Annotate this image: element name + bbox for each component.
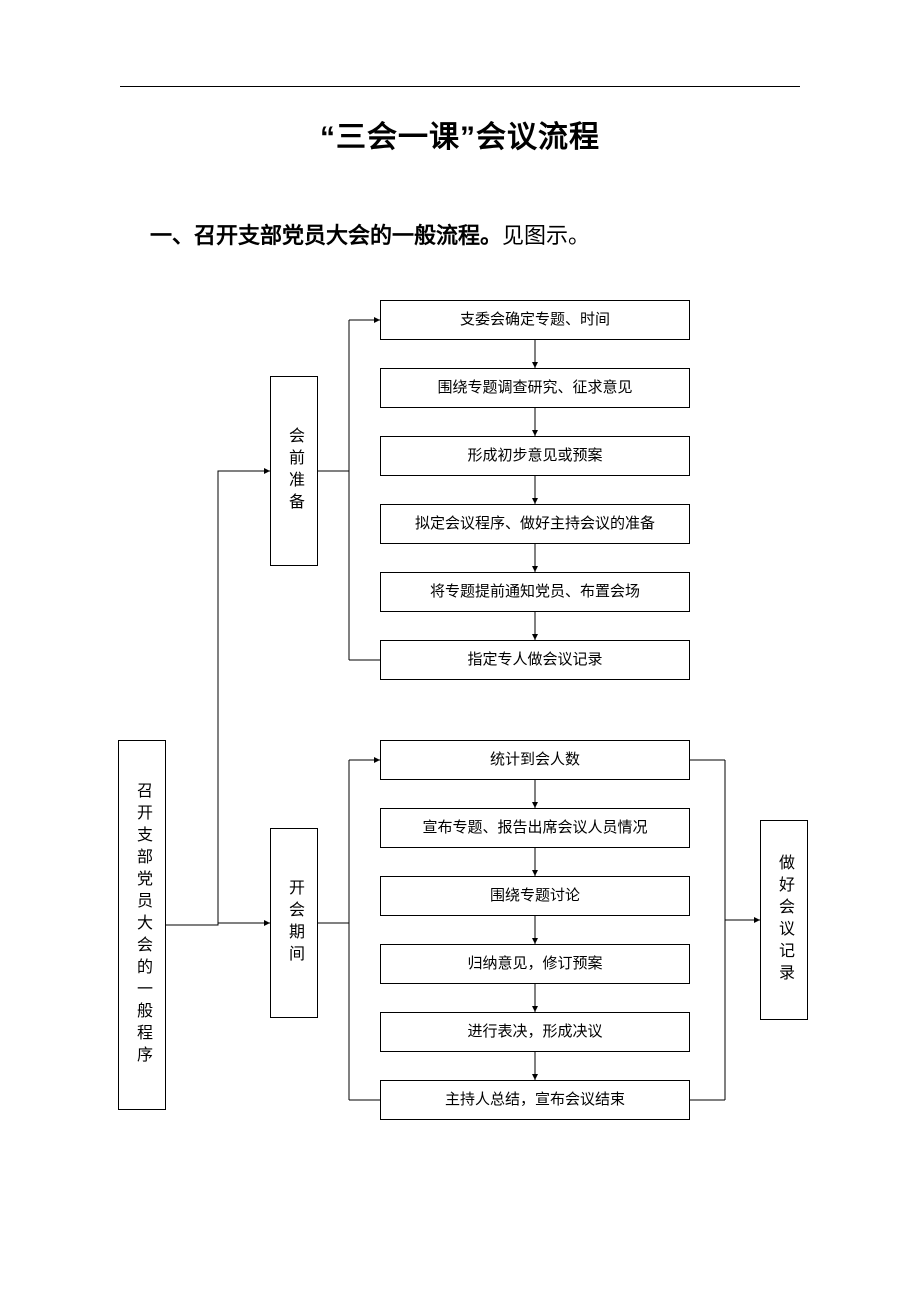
page: “三会一课”会议流程 一、召开支部党员大会的一般流程。见图示。 召开支部党员大会…: [0, 0, 920, 1302]
root-label: 召开支部党员大会的一般程序: [118, 740, 166, 1110]
step-p4: 拟定会议程序、做好主持会议的准备: [380, 504, 690, 544]
step-m2: 宣布专题、报告出席会议人员情况: [380, 808, 690, 848]
page-title: “三会一课”会议流程: [0, 112, 920, 156]
subtitle-main: 一、召开支部党员大会的一般流程。: [150, 223, 502, 248]
step-p6: 指定专人做会议记录: [380, 640, 690, 680]
phase-label-meet: 开会期间: [270, 828, 318, 1018]
phase-label-prep: 会前准备: [270, 376, 318, 566]
step-p3: 形成初步意见或预案: [380, 436, 690, 476]
step-m6: 主持人总结，宣布会议结束: [380, 1080, 690, 1120]
section-subtitle: 一、召开支部党员大会的一般流程。见图示。: [150, 218, 590, 250]
subtitle-note: 见图示。: [502, 223, 590, 248]
step-p2: 围绕专题调查研究、征求意见: [380, 368, 690, 408]
step-p1: 支委会确定专题、时间: [380, 300, 690, 340]
step-m3: 围绕专题讨论: [380, 876, 690, 916]
step-m4: 归纳意见，修订预案: [380, 944, 690, 984]
step-p5: 将专题提前通知党员、布置会场: [380, 572, 690, 612]
header-rule: [120, 86, 800, 87]
step-m5: 进行表决，形成决议: [380, 1012, 690, 1052]
step-m1: 统计到会人数: [380, 740, 690, 780]
side-label-record: 做好会议记录: [760, 820, 808, 1020]
